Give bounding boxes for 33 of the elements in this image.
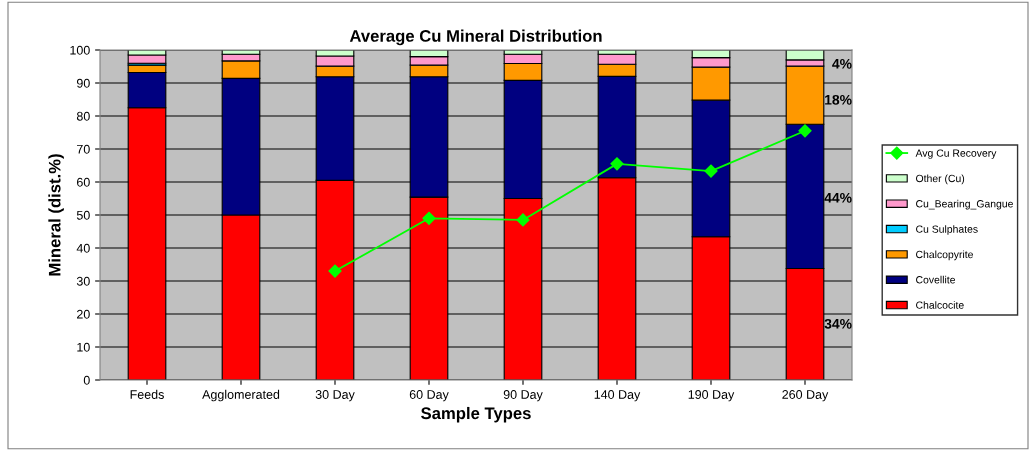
y-tick-label: 20: [77, 309, 90, 319]
y-tick-label: 90: [76, 78, 90, 88]
annotation: 44%: [824, 192, 852, 203]
x-tick-label: 190 Day: [688, 390, 735, 402]
legend-label: Cu_Bearing_Gangue: [916, 199, 1013, 210]
x-tick-label: 90 Day: [503, 390, 543, 402]
x-tick-label: Agglomerated: [202, 389, 280, 402]
y-tick-label: 60: [77, 177, 90, 187]
y-axis-title: Mineral (dist.%): [48, 154, 64, 276]
x-tick-label: 140 Day: [594, 390, 641, 402]
legend-label: Avg Cu Recovery: [915, 149, 997, 159]
annotation: 34%: [824, 318, 852, 329]
x-tick-label: 260 Day: [782, 390, 829, 402]
y-tick-label: 40: [76, 243, 90, 253]
y-tick-label: 100: [70, 45, 90, 55]
x-axis-title: Sample Types: [421, 406, 531, 423]
y-tick-label: 70: [77, 144, 90, 154]
legend-label: Covellite: [916, 275, 956, 284]
y-tick-label: 80: [76, 111, 90, 121]
legend-label: Cu Sulphates: [916, 225, 978, 235]
chart-title: Average Cu Mineral Distribution: [349, 29, 602, 46]
annotation: 4%: [832, 58, 852, 69]
y-tick-label: 10: [77, 342, 90, 352]
y-tick-label: 0: [83, 375, 90, 385]
legend-label: Chalcocite: [916, 301, 964, 309]
annotation: 18%: [825, 94, 852, 105]
legend-label: Chalcopyrite: [916, 250, 973, 261]
y-tick-label: 50: [76, 210, 90, 220]
legend-label: Other (Cu): [916, 174, 965, 185]
x-tick-label: Feeds: [130, 389, 164, 399]
x-tick-label: 30 Day: [315, 390, 355, 402]
y-tick-label: 30: [76, 276, 90, 286]
x-tick-label: 60 Day: [409, 390, 449, 402]
